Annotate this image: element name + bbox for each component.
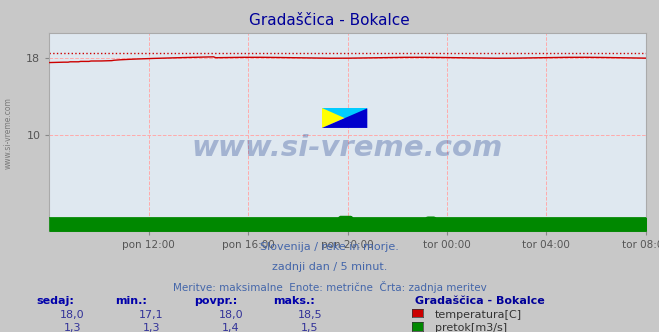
Text: www.si-vreme.com: www.si-vreme.com (192, 134, 503, 162)
Text: povpr.:: povpr.: (194, 296, 238, 306)
Text: 17,1: 17,1 (139, 310, 164, 320)
Text: www.si-vreme.com: www.si-vreme.com (3, 97, 13, 169)
Text: Slovenija / reke in morje.: Slovenija / reke in morje. (260, 242, 399, 252)
Text: Meritve: maksimalne  Enote: metrične  Črta: zadnja meritev: Meritve: maksimalne Enote: metrične Črta… (173, 281, 486, 292)
Text: temperatura[C]: temperatura[C] (435, 310, 522, 320)
Text: 1,5: 1,5 (301, 323, 318, 332)
Text: 1,4: 1,4 (222, 323, 239, 332)
Polygon shape (322, 108, 367, 128)
Text: 18,5: 18,5 (297, 310, 322, 320)
Text: sedaj:: sedaj: (36, 296, 74, 306)
Text: 1,3: 1,3 (64, 323, 81, 332)
Text: maks.:: maks.: (273, 296, 315, 306)
Text: zadnji dan / 5 minut.: zadnji dan / 5 minut. (272, 262, 387, 272)
Text: 18,0: 18,0 (60, 310, 85, 320)
Text: min.:: min.: (115, 296, 147, 306)
Text: 18,0: 18,0 (218, 310, 243, 320)
Polygon shape (322, 108, 367, 128)
Text: pretok[m3/s]: pretok[m3/s] (435, 323, 507, 332)
Polygon shape (322, 108, 367, 128)
Text: 1,3: 1,3 (143, 323, 160, 332)
Text: Gradaščica - Bokalce: Gradaščica - Bokalce (415, 296, 545, 306)
Text: Gradaščica - Bokalce: Gradaščica - Bokalce (249, 13, 410, 28)
